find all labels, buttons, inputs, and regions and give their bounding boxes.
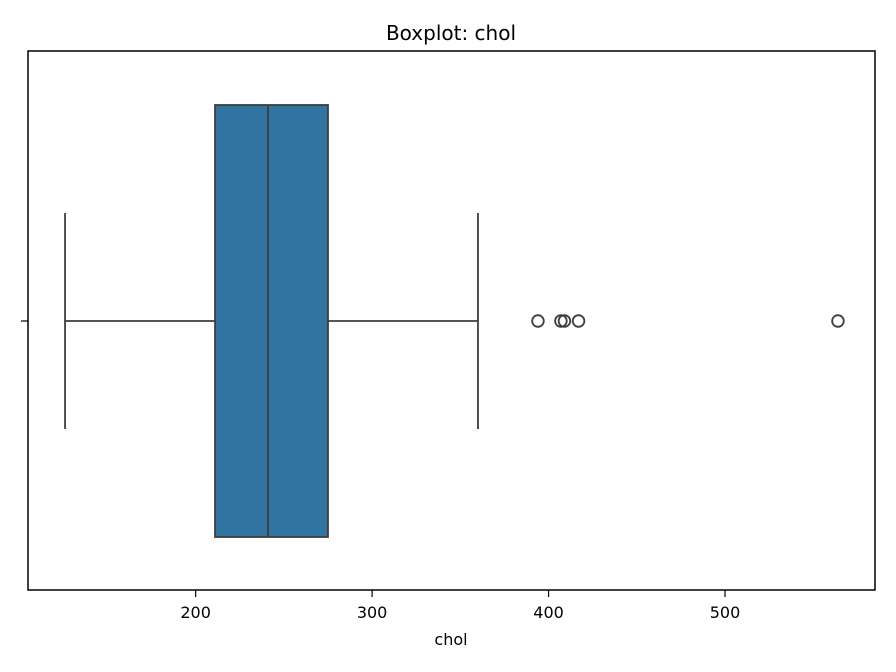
x-tick-label-300: 300 bbox=[357, 603, 388, 622]
outlier-point-2 bbox=[554, 314, 568, 328]
x-axis-label: chol bbox=[434, 630, 467, 649]
plot-area bbox=[64, 104, 845, 538]
outlier-point-5 bbox=[831, 314, 845, 328]
x-tick-label-200: 200 bbox=[180, 603, 211, 622]
interquartile-box bbox=[214, 104, 329, 538]
x-tick-label-400: 400 bbox=[533, 603, 564, 622]
x-tick-label-500: 500 bbox=[710, 603, 741, 622]
outlier-point-3 bbox=[557, 314, 572, 328]
chart-title: Boxplot: chol bbox=[386, 21, 516, 45]
x-axis: 200 300 400 500 bbox=[180, 590, 740, 622]
outlier-point-4 bbox=[571, 314, 586, 328]
outlier-point-1 bbox=[531, 314, 545, 328]
